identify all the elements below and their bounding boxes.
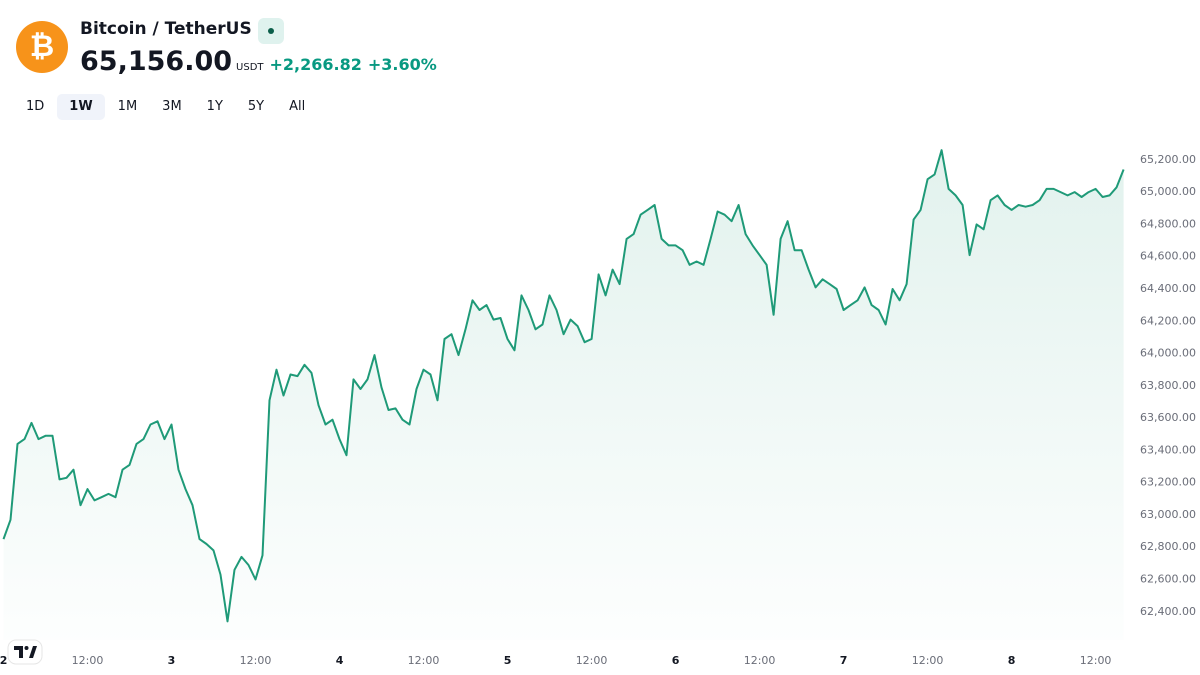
- x-tick-label: 12:00: [408, 654, 440, 667]
- coin-logo: ₿: [16, 21, 68, 73]
- y-tick-label: 62,600.00: [1140, 572, 1196, 585]
- x-tick-label: 12:00: [240, 654, 272, 667]
- x-tick-label: 12:00: [912, 654, 944, 667]
- x-tick-label: 7: [840, 654, 848, 667]
- y-tick-label: 63,800.00: [1140, 379, 1196, 392]
- x-tick-label: 6: [672, 654, 680, 667]
- y-tick-label: 64,200.00: [1140, 314, 1196, 327]
- change: +2,266.82: [269, 55, 362, 74]
- tv-logo: [7, 639, 43, 665]
- area: [3, 150, 1124, 640]
- range-button[interactable]: 3M: [162, 99, 182, 114]
- price: 65,156.00: [80, 46, 233, 77]
- y-tick-label: 63,200.00: [1140, 476, 1196, 489]
- change-percent: +3.60%: [367, 55, 437, 74]
- y-tick-label: 62,400.00: [1140, 605, 1196, 618]
- y-tick-label: 63,400.00: [1140, 443, 1196, 456]
- range-button[interactable]: All: [289, 99, 306, 114]
- range-button[interactable]: 5Y: [247, 99, 265, 114]
- price-row: 65,156.00 USDT +2,266.82 +3.60%: [80, 46, 437, 77]
- range-button[interactable]: 1D: [26, 99, 45, 114]
- currency: USDT: [236, 62, 264, 73]
- x-tick-label: 12:00: [744, 654, 776, 667]
- y-tick-label: 65,000.00: [1140, 185, 1196, 198]
- x-tick-label: 12:00: [72, 654, 104, 667]
- x-tick-label: 5: [504, 654, 512, 667]
- y-tick-label: 62,800.00: [1140, 540, 1196, 553]
- y-tick-label: 63,600.00: [1140, 411, 1196, 424]
- y-tick-label: 64,800.00: [1140, 217, 1196, 230]
- y-tick-label: 64,400.00: [1140, 282, 1196, 295]
- x-tick-label: 4: [336, 654, 344, 667]
- x-tick-label: 12:00: [1080, 654, 1112, 667]
- range-button[interactable]: 1W: [57, 94, 105, 120]
- range-button[interactable]: 1M: [117, 99, 138, 114]
- range-button[interactable]: 1Y: [206, 99, 223, 114]
- pair-title: Bitcoin / TetherUS: [80, 19, 252, 39]
- range-selector: 1D 1W 1M 3M 1Y 5Y All: [14, 94, 318, 120]
- status-badge: [258, 18, 284, 44]
- y-tick-label: 64,600.00: [1140, 250, 1196, 263]
- header: ₿ Bitcoin / TetherUS 65,156.00 USDT +2,266…: [0, 0, 1200, 130]
- x-tick-label: 12:00: [576, 654, 608, 667]
- y-tick-label: 65,200.00: [1140, 153, 1196, 166]
- x-tick-label: 2: [0, 654, 7, 667]
- y-tick-label: 63,000.00: [1140, 508, 1196, 521]
- x-tick-label: 3: [168, 654, 176, 667]
- price-line: [2, 149, 1125, 623]
- x-tick-label: 8: [1008, 654, 1016, 667]
- y-tick-label: 64,000.00: [1140, 347, 1196, 360]
